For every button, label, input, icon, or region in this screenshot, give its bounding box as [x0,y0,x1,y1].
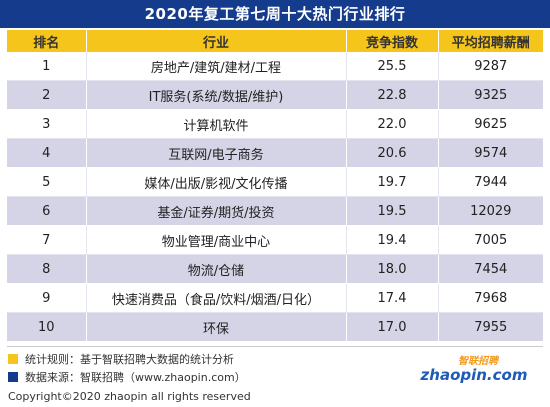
industry-cell: 环保 [86,312,347,342]
table-row: 7 物业管理/商业中心 19.4 7005 [7,225,543,255]
average-salary-cell: 7005 [438,225,543,255]
industry-cell: 互联网/电子商务 [86,138,347,168]
ranking-table: 排名 行业 竞争指数 平均招聘薪酬 1 房地产/建筑/建材/工程 25.5 92… [7,30,543,342]
table-row: 3 计算机软件 22.0 9625 [7,109,543,139]
rank-cell: 6 [7,196,87,226]
average-salary-cell: 9574 [438,138,543,168]
competition-index-cell: 20.6 [346,138,439,168]
header-industry: 行业 [86,30,347,52]
header-average-salary: 平均招聘薪酬 [438,30,543,52]
data-source-text: 数据来源：智联招聘（www.zhaopin.com） [25,371,246,384]
header-competition-index: 竞争指数 [346,30,439,52]
zhaopin-logo: 智联招聘 zhaopin.com [420,355,528,383]
average-salary-cell: 12029 [438,196,543,226]
competition-index-cell: 19.5 [346,196,439,226]
table-header-row: 排名 行业 竞争指数 平均招聘薪酬 [7,30,543,52]
average-salary-cell: 7968 [438,283,543,313]
rank-cell: 8 [7,254,87,284]
table-row: 5 媒体/出版/影视/文化传播 19.7 7944 [7,167,543,197]
industry-cell: 物业管理/商业中心 [86,225,347,255]
statistics-rule-note: 统计规则：基于智联招聘大数据的统计分析 [8,352,234,366]
page-title: 2020年复工第七周十大热门行业排行 [0,0,550,28]
table-row: 6 基金/证券/期货/投资 19.5 12029 [7,196,543,226]
logo-cn-text: 智联招聘 [458,355,500,367]
average-salary-cell: 7955 [438,312,543,342]
average-salary-cell: 7944 [438,167,543,197]
rank-cell: 1 [7,52,87,81]
footer-divider [7,346,543,347]
table-row: 4 互联网/电子商务 20.6 9574 [7,138,543,168]
ranking-table-container: 排名 行业 竞争指数 平均招聘薪酬 1 房地产/建筑/建材/工程 25.5 92… [7,30,543,342]
rank-cell: 4 [7,138,87,168]
competition-index-cell: 18.0 [346,254,439,284]
rank-cell: 10 [7,312,87,342]
industry-cell: 房地产/建筑/建材/工程 [86,52,347,81]
industry-cell: 基金/证券/期货/投资 [86,196,347,226]
rank-cell: 2 [7,80,87,110]
statistics-rule-text: 统计规则：基于智联招聘大数据的统计分析 [25,353,234,366]
competition-index-cell: 19.7 [346,167,439,197]
logo-en-text: zhaopin.com [420,366,528,383]
competition-index-cell: 17.0 [346,312,439,342]
copyright-text: Copyright©2020 zhaopin all rights reserv… [8,390,251,403]
competition-index-cell: 25.5 [346,52,439,81]
rank-cell: 9 [7,283,87,313]
table-row: 9 快速消费品（食品/饮料/烟酒/日化） 17.4 7968 [7,283,543,313]
competition-index-cell: 22.8 [346,80,439,110]
average-salary-cell: 7454 [438,254,543,284]
header-rank: 排名 [7,30,87,52]
competition-index-cell: 19.4 [346,225,439,255]
table-row: 10 环保 17.0 7955 [7,312,543,342]
rank-cell: 7 [7,225,87,255]
industry-cell: 物流/仓储 [86,254,347,284]
industry-cell: 媒体/出版/影视/文化传播 [86,167,347,197]
blue-square-icon [8,372,18,382]
industry-cell: 快速消费品（食品/饮料/烟酒/日化） [86,283,347,313]
average-salary-cell: 9325 [438,80,543,110]
average-salary-cell: 9625 [438,109,543,139]
competition-index-cell: 22.0 [346,109,439,139]
table-row: 8 物流/仓储 18.0 7454 [7,254,543,284]
industry-cell: IT服务(系统/数据/维护) [86,80,347,110]
table-row: 2 IT服务(系统/数据/维护) 22.8 9325 [7,80,543,110]
industry-cell: 计算机软件 [86,109,347,139]
yellow-square-icon [8,354,18,364]
table-row: 1 房地产/建筑/建材/工程 25.5 9287 [7,52,543,81]
rank-cell: 3 [7,109,87,139]
data-source-note: 数据来源：智联招聘（www.zhaopin.com） [8,370,246,384]
rank-cell: 5 [7,167,87,197]
average-salary-cell: 9287 [438,52,543,81]
competition-index-cell: 17.4 [346,283,439,313]
